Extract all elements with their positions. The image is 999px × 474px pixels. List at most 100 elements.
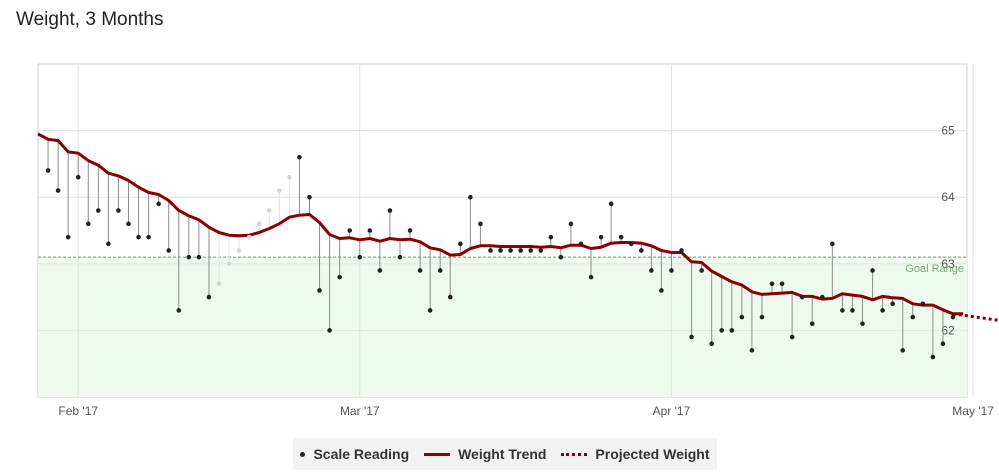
scale-reading-point [498,248,503,253]
scale-reading-point [337,274,342,280]
scale-reading-point [850,308,855,313]
projected-weight-line [952,312,999,322]
scale-reading-point [478,221,483,227]
scale-reading-point [437,268,443,273]
scale-reading-point [407,228,413,233]
scale-reading-point [327,328,332,333]
scale-reading-point [45,168,51,173]
scale-reading-point [287,174,292,180]
scale-reading-point [307,194,312,200]
scale-reading-point [649,268,654,273]
legend-item-scale-reading[interactable]: Scale Reading [300,446,409,462]
scale-reading-point [940,341,946,347]
weight-trend-line [37,132,964,316]
scale-reading-point [518,248,523,253]
scale-reading-point [347,228,353,233]
scale-reading-point [578,241,584,247]
scale-reading-point [739,314,745,320]
scale-reading-point [468,194,473,200]
scale-reading-point [96,208,101,213]
y-tick-label: 64 [941,190,955,204]
scale-reading-point [799,294,805,300]
scale-reading-point [588,274,594,280]
legend-item-projected-weight[interactable]: Projected Weight [561,446,710,462]
scale-reading-point [840,308,845,313]
scale-reading-point [458,241,463,247]
scale-reading-point [297,154,302,160]
x-tick-label: Apr '17 [653,404,691,418]
scale-reading-point [920,301,926,307]
scale-reading-point [176,308,182,313]
scale-reading-point [870,268,875,273]
scale-reading-point [156,201,161,207]
scale-reading-point [377,268,383,273]
scale-reading-point [679,248,684,253]
scale-reading-point [900,348,906,353]
scale-reading-point [759,314,765,320]
scale-reading-point [910,314,916,320]
scale-reading-point [317,288,322,293]
scale-reading-point [75,174,81,180]
scale-reading-point [749,348,755,353]
scale-reading-point [890,301,895,307]
weight-trend-line-icon [424,452,451,456]
scale-reading-point [367,228,373,233]
scale-reading-point [427,308,433,313]
scale-reading-point [277,188,282,193]
scale-reading-point [166,248,172,253]
scale-reading-point [558,254,564,260]
scale-reading-point [548,234,554,240]
scale-reading-point [598,234,604,240]
y-tick-label: 65 [941,124,955,138]
scale-reading-point [618,234,624,240]
scale-reading-point [639,248,644,253]
chart-legend: Scale Reading Weight Trend Projected Wei… [293,438,717,470]
scale-reading-point [65,234,71,240]
scale-reading-point [769,281,775,287]
scale-reading-point [729,328,735,333]
projected-weight-line-icon [561,452,588,456]
scale-reading-point [196,254,202,260]
scale-reading-point [116,208,121,213]
scale-reading-point [508,248,513,253]
scale-reading-point [146,234,151,240]
legend-label-projected-weight: Projected Weight [595,446,710,462]
scale-reading-point [126,221,131,227]
scale-reading-point [266,208,272,213]
scale-reading-point [528,248,533,253]
scale-reading-point [779,281,785,287]
x-tick-label: May '17 [952,404,994,418]
goal-range-band [38,257,967,397]
scale-reading-point [860,321,865,327]
scale-reading-point [186,254,192,260]
scale-reading-point [628,241,634,247]
scale-reading-point [357,254,363,260]
y-tick-label: 63 [941,257,955,271]
scale-reading-point [930,354,936,360]
scale-reading-point [789,334,795,340]
scale-reading-point [206,294,212,300]
chart-title: Weight, 3 Months [16,9,164,30]
scale-reading-point [488,248,493,253]
scale-reading-point [256,221,262,227]
scale-reading-point [85,221,91,227]
scale-reading-point [387,208,393,213]
legend-item-weight-trend[interactable]: Weight Trend [424,446,547,462]
x-tick-label: Mar '17 [340,404,380,418]
scale-reading-point [669,268,674,273]
scale-reading-point [950,314,956,320]
scale-reading-point [699,268,704,273]
scale-reading-point [538,248,544,253]
scale-reading-point [226,261,232,267]
scale-reading-point [236,248,242,253]
scale-reading-point [55,188,61,193]
y-tick-label: 62 [941,323,955,337]
scale-reading-point [568,221,574,227]
scale-reading-point [608,201,614,207]
scale-reading-point [216,281,222,287]
scale-reading-point [447,294,453,300]
scale-reading-point [106,241,111,247]
scale-reading-point [830,241,835,247]
scale-reading-point [417,268,423,273]
